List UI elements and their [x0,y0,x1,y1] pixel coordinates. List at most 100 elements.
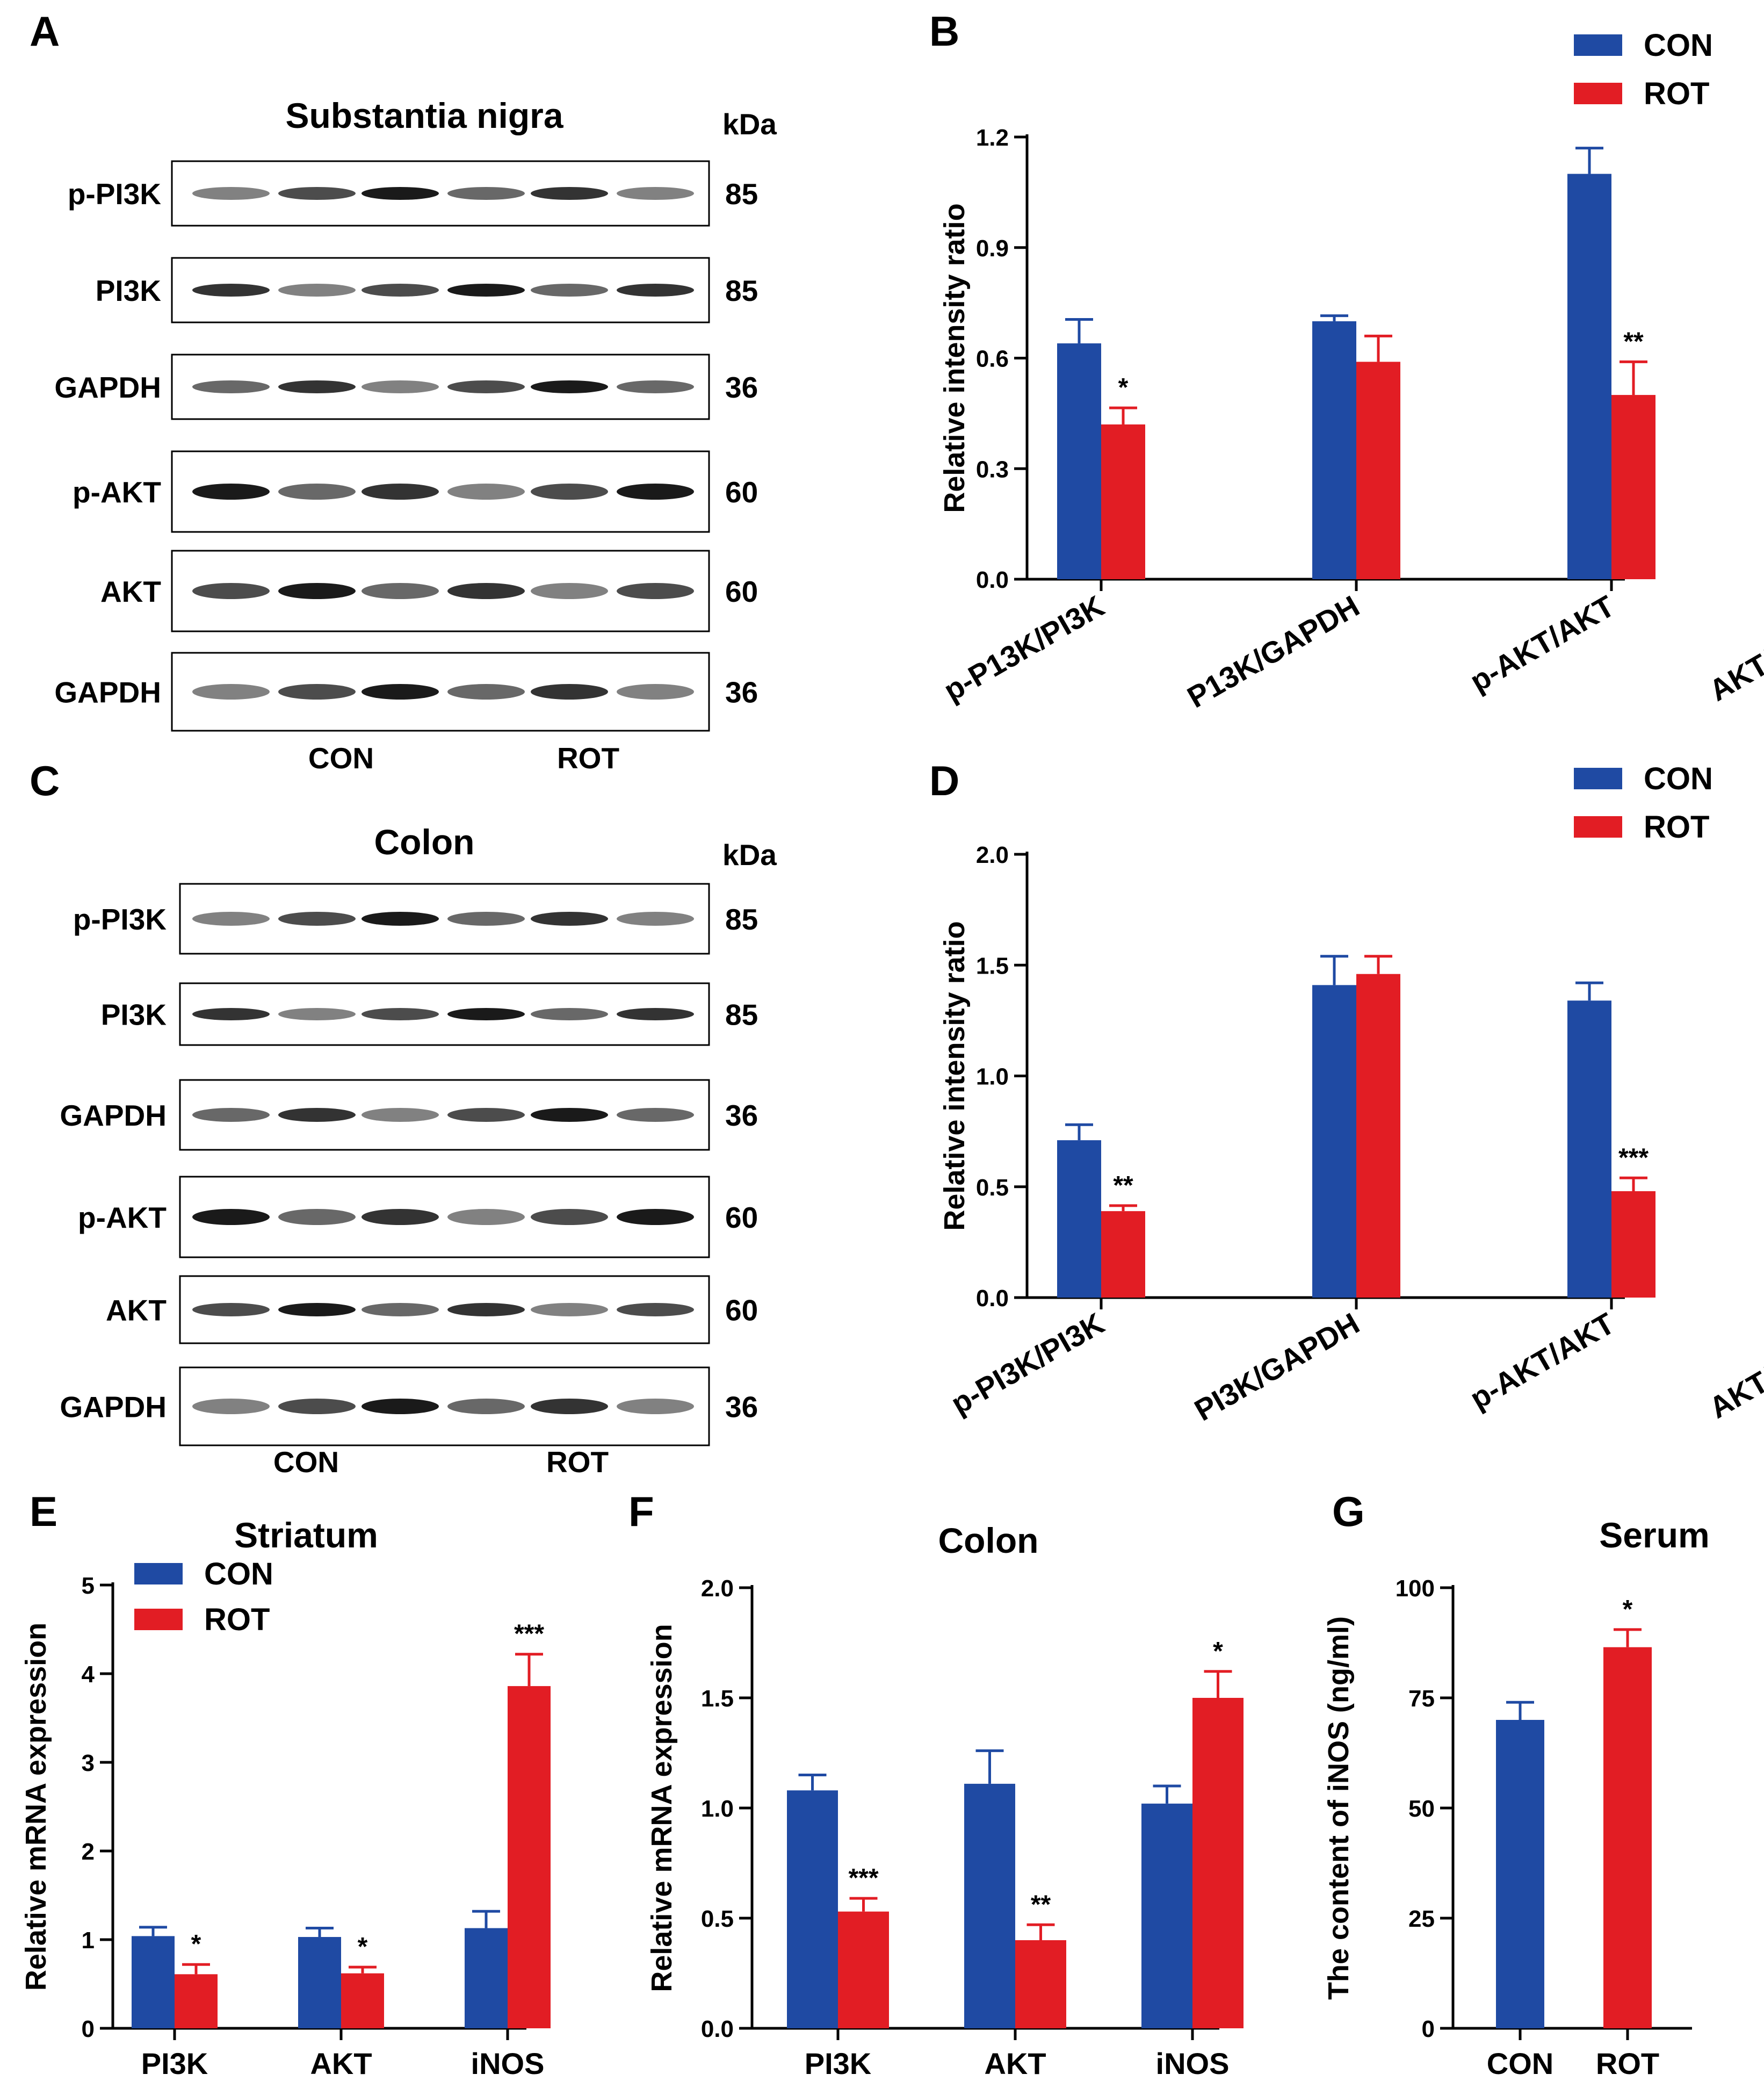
chart-title: Colon [938,1521,1039,1560]
protein-band [531,284,608,297]
x-tick-label: AKT/GAPDH [1703,1306,1764,1425]
y-tick-label: 5 [82,1573,95,1599]
blot-row-kda: 60 [725,575,758,608]
bar [1101,424,1145,579]
bar [1567,1000,1611,1298]
significance-marker: ** [1623,327,1644,356]
protein-band [447,1209,525,1225]
protein-band [278,380,356,393]
protein-band [192,284,270,297]
protein-band [617,187,694,200]
bar [1611,395,1655,579]
significance-marker: * [1623,1595,1633,1624]
y-tick-label: 0 [1422,2016,1435,2042]
y-tick-label: 1.0 [976,1064,1009,1090]
protein-band [531,1008,608,1020]
x-tick-label: p-P13K/PI3K [938,589,1110,708]
legend-label: CON [204,1557,273,1591]
protein-band [192,187,270,200]
chart-title: Striatum [234,1515,378,1555]
y-tick-label: 4 [82,1661,95,1688]
protein-band [362,1303,439,1316]
bar [787,1790,838,2028]
panel-letter: F [628,1488,654,1535]
protein-band [362,1209,439,1225]
y-tick-label: 1.2 [976,125,1009,151]
chart-title: Serum [1599,1515,1709,1555]
protein-band [617,583,694,599]
protein-band [278,912,356,926]
y-tick-label: 100 [1396,1575,1435,1602]
protein-band [278,1303,356,1316]
x-tick-label: PI3K [805,2047,872,2080]
blot-row-label: p-AKT [73,476,161,509]
blot-row-kda: 60 [725,1201,758,1234]
protein-band [617,1008,694,1020]
bar [1603,1647,1652,2028]
significance-marker: *** [514,1620,544,1648]
protein-band [447,187,525,200]
blot-group-label: ROT [557,741,619,775]
protein-band [447,284,525,297]
blot-row-kda: 60 [725,476,758,509]
blot-row-label: GAPDH [60,1099,167,1132]
x-tick-label: ROT [1596,2047,1659,2080]
protein-band [192,1303,270,1316]
x-tick-label: iNOS [1156,2047,1230,2080]
protein-band [278,1209,356,1225]
legend-swatch [134,1609,183,1630]
legend-label: CON [1644,761,1713,796]
protein-band [362,380,439,393]
protein-band [278,284,356,297]
blot-row-label: GAPDH [60,1391,167,1424]
bar [508,1686,551,2028]
blot-row-kda: 85 [725,274,758,307]
blot-row-kda: 85 [725,998,758,1032]
y-tick-label: 1.5 [976,953,1009,979]
protein-band [531,380,608,393]
protein-band [362,1399,439,1414]
protein-band [531,684,608,700]
significance-marker: ** [1113,1171,1133,1200]
y-axis-label: Relative intensity ratio [938,921,971,1230]
protein-band [617,484,694,500]
blot-row-kda: 36 [725,1391,758,1424]
x-tick-label: P13K/GAPDH [1182,589,1365,714]
bar [132,1936,175,2028]
legend-swatch [134,1563,183,1584]
y-tick-label: 1 [82,1927,95,1954]
bar [1141,1803,1192,2028]
kda-header: kDa [722,838,777,871]
legend-swatch [1574,816,1622,838]
protein-band [447,380,525,393]
significance-marker: * [1118,373,1129,402]
blot-group-label: CON [308,741,374,775]
protein-band [192,484,270,500]
protein-band [531,583,608,599]
bar [964,1783,1015,2028]
protein-band [278,1399,356,1414]
kda-header: kDa [722,107,777,141]
blot-title: Colon [374,822,475,862]
y-tick-label: 50 [1408,1796,1435,1822]
blot-row-kda: 85 [725,177,758,211]
protein-band [192,1399,270,1414]
protein-band [531,912,608,926]
y-tick-label: 0.5 [976,1175,1009,1201]
blot-row-label: GAPDH [54,676,161,709]
bar [1312,321,1356,579]
protein-band [447,583,525,599]
protein-band [362,912,439,926]
y-tick-label: 0.0 [976,1285,1009,1312]
panel-letter: G [1332,1488,1365,1535]
bar [838,1911,889,2028]
protein-band [447,912,525,926]
protein-band [362,583,439,599]
legend-swatch [1574,768,1622,789]
protein-band [362,284,439,297]
blot-row-label: PI3K [101,998,167,1032]
blot-row-label: GAPDH [54,371,161,404]
protein-band [447,484,525,500]
protein-band [531,1108,608,1122]
x-tick-label: AKT/GAPDH [1703,589,1764,708]
